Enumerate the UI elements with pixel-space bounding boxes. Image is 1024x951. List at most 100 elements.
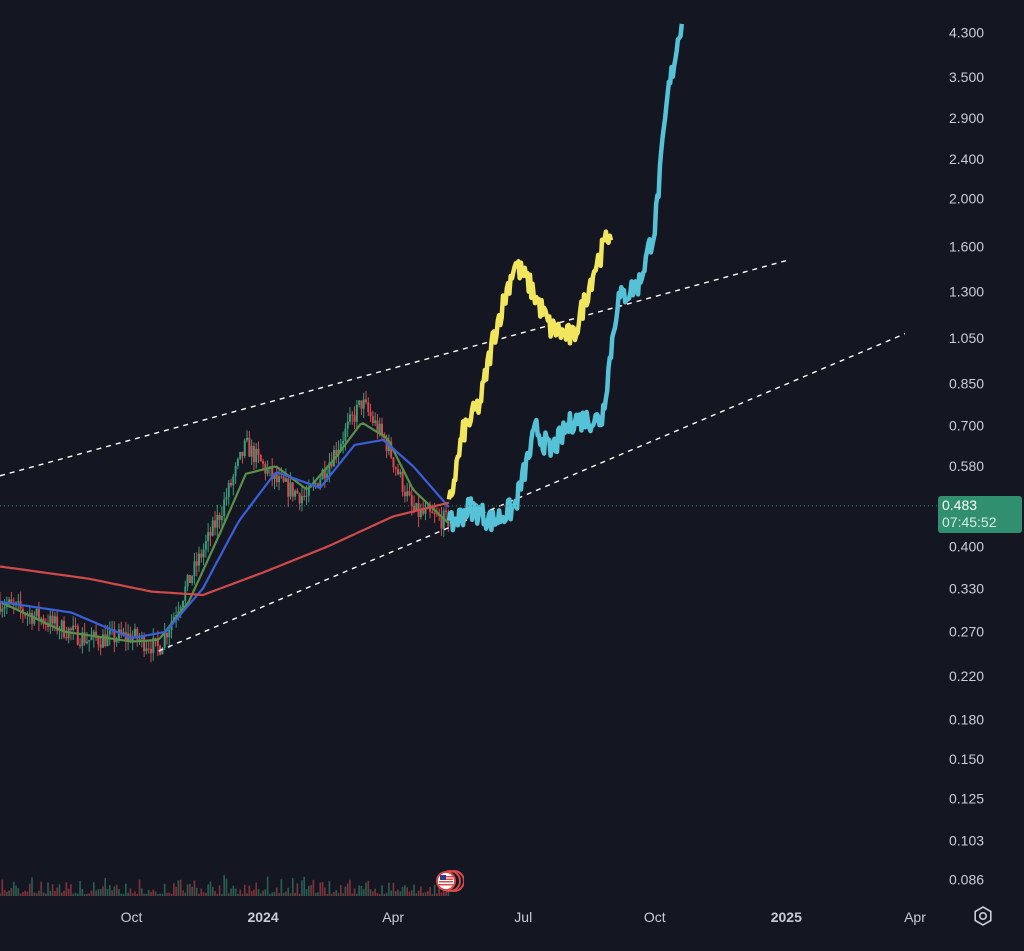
candle-body (202, 549, 205, 558)
trendline (0, 259, 787, 477)
candle-body (108, 630, 111, 635)
volume-bar (337, 893, 340, 896)
candle-body (397, 468, 400, 475)
candle-body (273, 474, 276, 479)
volume-bar (92, 882, 95, 896)
volume-bar (349, 879, 351, 896)
volume-bar (205, 892, 207, 896)
volume-bar (166, 892, 168, 896)
volume-bar (150, 892, 152, 896)
candle-body (275, 474, 278, 483)
volume-bar (353, 888, 356, 896)
volume-bar (168, 892, 171, 896)
current-price-value: 0.483 (942, 496, 978, 513)
volume-bar (99, 889, 102, 896)
volume-bar (202, 892, 205, 896)
volume-bar (19, 893, 22, 896)
volume-bar (88, 893, 91, 896)
candle-body (37, 609, 40, 621)
volume-bar (223, 875, 225, 896)
candle-body (271, 466, 274, 479)
volume-bar (209, 881, 212, 896)
candle-body (401, 471, 404, 492)
volume-bar (308, 885, 310, 896)
volume-bar (179, 879, 182, 896)
y-axis[interactable]: 4.300 3.500 2.900 2.400 2.000 1.600 1.300 1.050… (949, 25, 984, 888)
volume-bar (115, 884, 118, 896)
candle-body (35, 609, 38, 616)
trendlines[interactable] (0, 259, 906, 652)
x-axis[interactable]: Oct 2024 Apr Jul Oct 2025 Apr (121, 909, 927, 925)
candle-body (122, 632, 125, 635)
volume-bar (108, 885, 111, 896)
candle-body (207, 532, 210, 542)
volume-bar (33, 892, 36, 896)
candle-body (63, 620, 66, 638)
candle-body (152, 637, 155, 654)
candle-body (227, 482, 230, 498)
candle-body (143, 635, 146, 652)
candle-body (422, 509, 425, 514)
candle-body (198, 553, 201, 566)
candle-body (305, 495, 308, 497)
candle-body (278, 476, 281, 483)
candle-body (3, 607, 6, 609)
volume-bar (324, 887, 326, 896)
candle-body (376, 420, 379, 434)
volume-bar (200, 888, 203, 896)
x-tick-label: Apr (382, 909, 404, 925)
volume-bar (301, 880, 303, 896)
candle-body (53, 616, 56, 624)
volume-bar (79, 880, 81, 896)
x-tick-label: 2024 (247, 909, 278, 925)
candle-body (262, 461, 265, 464)
candle-body (168, 629, 171, 638)
volume-bar (143, 893, 145, 896)
y-tick-label: 2.000 (949, 190, 984, 206)
volume-bar (383, 893, 386, 896)
trendline (158, 333, 906, 652)
volume-bar (0, 893, 1, 896)
volume-bar (161, 893, 164, 896)
volume-bar (177, 880, 180, 896)
volume-bar (125, 883, 127, 896)
volume-bar (10, 887, 13, 896)
candle-body (362, 399, 365, 409)
candle-body (76, 626, 79, 645)
candle-body (431, 511, 434, 514)
candle-body (246, 437, 249, 441)
candle-body (435, 513, 438, 515)
gear-icon[interactable] (972, 905, 994, 927)
volume-bar (333, 891, 335, 896)
volume-bar (360, 885, 363, 896)
moving-average-line (0, 501, 450, 597)
volume-bar (436, 893, 438, 896)
candle-body (204, 541, 207, 550)
candle-body (17, 601, 20, 603)
volume-bar (372, 891, 374, 896)
volume-bar (326, 893, 328, 896)
volume-bar (120, 893, 123, 896)
volume-bar (170, 893, 173, 896)
volume-bar (438, 884, 440, 896)
volume-bar (67, 888, 70, 896)
volume-bar (207, 884, 209, 896)
volume-bar (118, 889, 120, 896)
candle-body (40, 618, 43, 621)
us-flag-event-icon[interactable] (434, 868, 464, 894)
candle-body (181, 601, 184, 608)
volume-bar (163, 883, 166, 896)
volume-bar (138, 879, 141, 896)
candle-body (335, 450, 338, 456)
candle-body (296, 490, 299, 494)
volume-bar (275, 887, 278, 896)
candle-body (323, 469, 326, 479)
volume-bar (134, 891, 136, 896)
candle-body (378, 423, 381, 434)
candle-body (316, 483, 319, 488)
volume-bar (129, 888, 132, 896)
candle-body (403, 491, 406, 497)
candle-body (230, 482, 233, 486)
